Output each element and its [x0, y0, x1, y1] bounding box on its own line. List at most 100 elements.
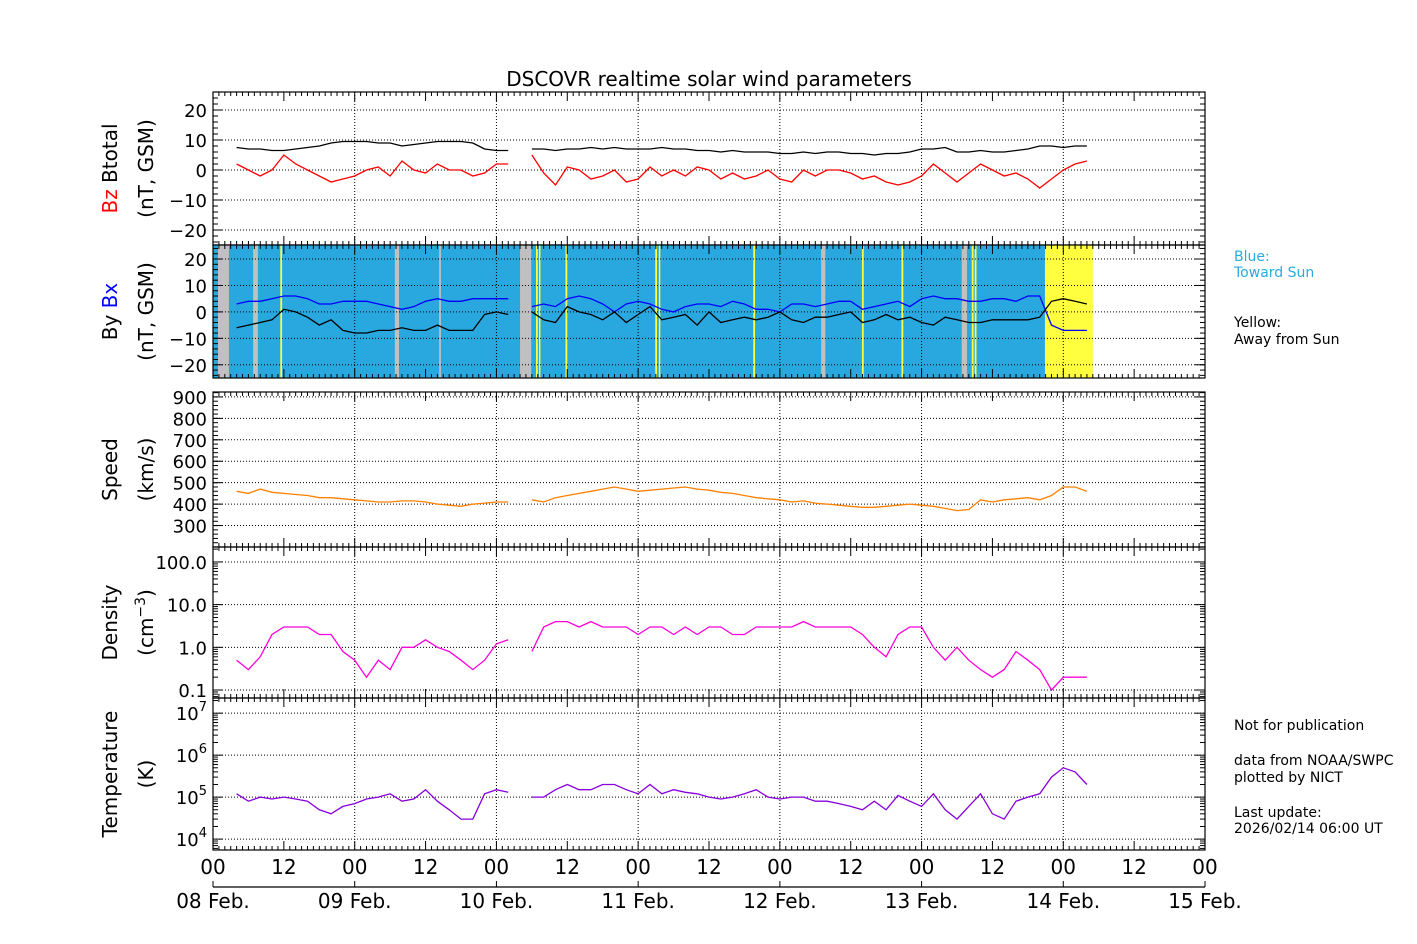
x-hour-tick-label: 12 — [838, 855, 863, 879]
polarity-away-band — [655, 245, 658, 378]
y-axis-units-text: (nT, GSM) — [134, 262, 158, 361]
panel-bxby: 20 10 0 −10 −20 By Bx (nT, GSM) — [98, 244, 1206, 379]
x-date-label: 08 Feb. — [176, 889, 250, 913]
y-tick-label: 400 — [173, 495, 207, 516]
note-plotted-by: plotted by NICT — [1234, 770, 1343, 786]
panel-density: 100.0 10.0 1.0 0.1 Density (cm−3) — [98, 546, 1206, 702]
y-tick-label: 800 — [173, 409, 207, 430]
y-tick-label: 105 — [176, 784, 207, 809]
y-tick-label: 1.0 — [178, 638, 207, 659]
series-temperature — [236, 767, 1088, 820]
y-axis-units: (nT, GSM) — [134, 119, 158, 218]
y-tick-label: −20 — [169, 221, 207, 242]
panel-frame — [212, 91, 1206, 246]
series-line-speed — [236, 488, 509, 507]
y-tick-label: 700 — [173, 431, 207, 452]
y-axis-label-part: Bz — [98, 189, 122, 213]
polarity-nodata-band — [218, 245, 229, 378]
plot-notes: Not for publication data from NOAA/SWPC … — [1234, 718, 1394, 837]
y-axis — [213, 548, 1205, 698]
series-line-by — [236, 308, 509, 334]
x-hour-tick-label: 00 — [625, 855, 650, 879]
y-axis-units: (K) — [134, 760, 158, 789]
series-line-btotal — [236, 140, 509, 152]
note-source: data from NOAA/SWPC — [1234, 753, 1394, 769]
y-tick-label-base: 10 — [176, 830, 199, 851]
chart-title: DSCOVR realtime solar wind parameters — [506, 67, 912, 91]
x-ticks — [212, 547, 1206, 698]
panel-frame — [212, 546, 1206, 699]
y-axis-units-end: ) — [134, 589, 158, 597]
polarity-away-band — [565, 245, 568, 378]
y-tick-label: 106 — [176, 742, 207, 767]
x-hour-tick-label: 00 — [1051, 855, 1076, 879]
y-axis-label-part: Bx — [98, 283, 122, 309]
series-by — [236, 298, 1088, 334]
x-date-label: 11 Feb. — [601, 889, 675, 913]
x-ticks — [212, 245, 1206, 378]
polarity-nodata-band — [439, 245, 441, 378]
series-line-speed — [531, 486, 1088, 512]
series-line-bz — [531, 154, 1088, 189]
x-date-label: 13 Feb. — [885, 889, 959, 913]
y-tick-label: 500 — [173, 474, 207, 495]
y-axis-units: (km/s) — [134, 438, 158, 502]
series-line-density — [236, 626, 509, 679]
y-tick-label: 10.0 — [167, 596, 207, 617]
polarity-nodata-band — [961, 245, 968, 378]
y-axis-units: (nT, GSM) — [134, 262, 158, 361]
series-bz — [236, 154, 1088, 189]
x-date-label: 10 Feb. — [460, 889, 534, 913]
y-tick-label: 20 — [184, 250, 207, 271]
polarity-away-band — [753, 245, 756, 378]
x-hour-tick-label: 12 — [696, 855, 721, 879]
y-tick-label-exponent: 4 — [199, 826, 207, 841]
legend-blue-desc: Toward Sun — [1233, 265, 1314, 281]
note-last-update-value: 2026/02/14 06:00 UT — [1234, 821, 1383, 837]
x-ticks — [212, 92, 1206, 245]
y-axis-label: Speed — [98, 438, 122, 501]
polarity-away-band — [538, 245, 541, 378]
y-axis — [213, 91, 1205, 243]
y-axis — [213, 392, 1205, 548]
y-axis-units: (cm−3) — [133, 589, 158, 656]
y-tick-label-exponent: 7 — [199, 700, 207, 715]
y-tick-label: −20 — [169, 356, 207, 377]
x-hour-tick-label: 12 — [555, 855, 580, 879]
panel-frame — [212, 391, 1206, 548]
x-date-label: 09 Feb. — [318, 889, 392, 913]
x-hour-tick-label: 00 — [909, 855, 934, 879]
y-axis — [213, 700, 1205, 849]
y-axis — [213, 247, 1205, 376]
series-speed — [236, 486, 1088, 512]
y-tick-label: 600 — [173, 452, 207, 473]
y-axis-units-text: (K) — [134, 760, 158, 789]
legend-blue-title: Blue: — [1234, 249, 1270, 265]
x-date-label: 14 Feb. — [1026, 889, 1100, 913]
panel-bfield: 20 10 0 −10 −20 Bz Btotal (nT, GSM) — [98, 91, 1206, 246]
y-axis-label: Temperature — [98, 711, 122, 839]
grid — [213, 392, 1205, 547]
polarity-nodata-band — [821, 245, 826, 378]
polarity-away-band — [658, 245, 661, 378]
series-line-bz — [236, 154, 509, 183]
series-btotal — [236, 140, 1087, 156]
y-axis-units-text: (km/s) — [134, 438, 158, 502]
y-axis-label-part: By — [98, 315, 122, 341]
y-tick-label: 104 — [176, 826, 207, 851]
grid — [213, 92, 1205, 245]
series-line-bx — [531, 295, 1087, 332]
y-tick-label-base: 10 — [176, 788, 199, 809]
legend-yellow-desc: Away from Sun — [1234, 332, 1339, 348]
x-hour-tick-label: 00 — [767, 855, 792, 879]
x-ticks — [212, 392, 1206, 547]
note-not-for-publication: Not for publication — [1234, 718, 1364, 734]
y-axis-units-text: (nT, GSM) — [134, 119, 158, 218]
x-date-label: 15 Feb. — [1168, 889, 1242, 913]
y-tick-label: 300 — [173, 517, 207, 538]
y-tick-label: −10 — [169, 329, 207, 350]
grid — [213, 547, 1205, 698]
